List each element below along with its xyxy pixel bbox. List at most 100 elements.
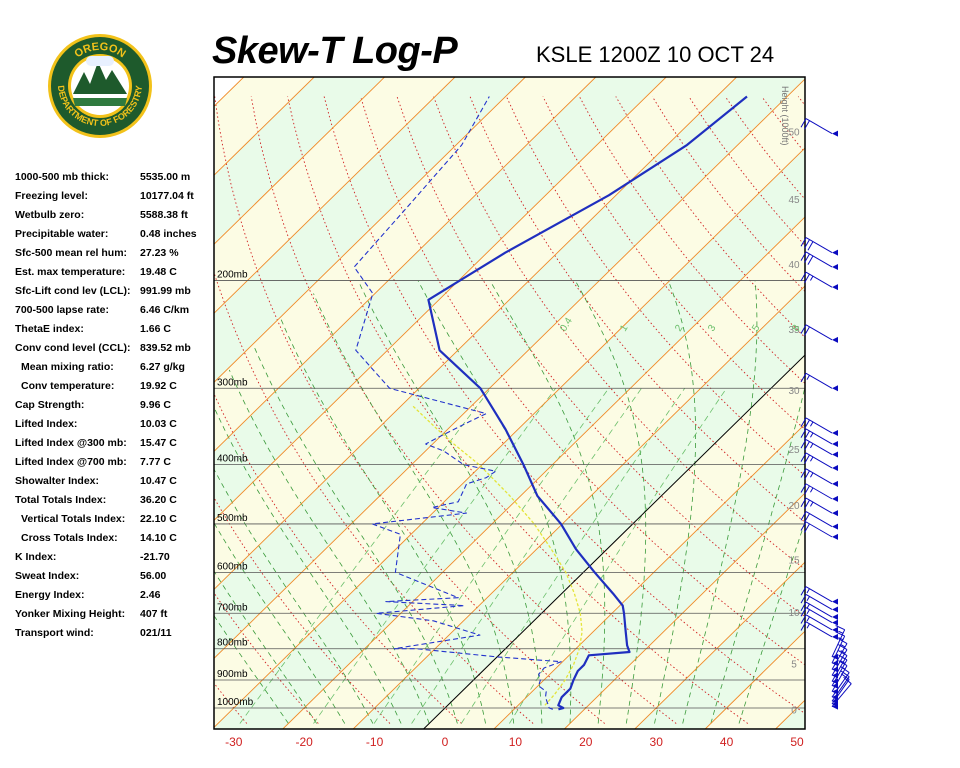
wind-barb-tip (832, 660, 838, 667)
wind-barb-staff (805, 614, 833, 631)
dry-adiabat (214, 96, 605, 724)
wind-barb-feather (800, 271, 807, 282)
stat-label: 1000-500 mb thick: (15, 171, 109, 183)
chart-labels: -30 -20 -10 0 10 20 30 40 501000mb900mb800mb700m… (217, 86, 804, 749)
wind-barb-feather (804, 326, 810, 336)
stat-label: Sweat Index: (15, 570, 80, 582)
stat-value: 6.27 g/kg (140, 361, 185, 373)
pressure-label: 800mb (217, 638, 248, 649)
wind-barb (800, 607, 838, 626)
wind-barb-feather (804, 470, 810, 480)
stat-value: 14.10 C (140, 532, 177, 544)
wind-barb-staff (805, 372, 833, 389)
stat-label: Conv temperature: (21, 380, 115, 392)
wind-barb-staff (831, 655, 848, 682)
pressure-label: 1000mb (217, 697, 254, 708)
dry-adiabat (360, 96, 805, 666)
parcel-trace (411, 404, 583, 706)
logo-top-text: OREGON (72, 41, 127, 61)
isotherm (282, 216, 805, 729)
stat-row: Conv cond level (CCL): 839.52 mb (15, 339, 215, 358)
moist-adiabat (228, 369, 430, 724)
station-time-subtitle: KSLE 1200Z 10 OCT 24 (536, 42, 775, 67)
wind-barb-half-feather (806, 375, 810, 380)
height-tick-label: 30 (788, 386, 800, 397)
wind-barb-feather (804, 253, 810, 263)
wind-barb-tip (832, 480, 838, 487)
wind-barb-tip (832, 682, 838, 689)
wind-barb (800, 497, 838, 517)
height-tick-label: 50 (788, 127, 800, 138)
x-tick-label: 50 (790, 735, 804, 749)
stat-value: 0.48 inches (140, 228, 197, 240)
stat-label: Energy Index: (15, 589, 85, 601)
isotherm (214, 77, 526, 383)
isotherm (214, 77, 385, 245)
svg-text:OREGON: OREGON (72, 41, 127, 61)
mixing-ratio-line (411, 388, 642, 724)
wind-barb-feather (800, 601, 807, 611)
wind-barb-feather (807, 255, 814, 265)
wind-barb-tip (832, 614, 838, 621)
stat-value: 6.46 C/km (140, 304, 190, 316)
wind-barb-staff (805, 237, 833, 254)
wind-barb-feather (804, 430, 810, 440)
wind-barb-staff (805, 251, 833, 268)
wind-barb (800, 439, 838, 458)
stat-label: K Index: (15, 551, 57, 563)
stat-label: Conv cond level (CCL): (15, 342, 131, 354)
wind-barb-staff (805, 324, 833, 341)
wind-barb-feather (835, 631, 845, 637)
wind-barb-staff (805, 607, 833, 624)
mixing-ratio-label: 1 (618, 323, 631, 334)
stat-row: ThetaE index: 1.66 C (15, 320, 215, 339)
stat-label: Lifted Index @700 mb: (15, 456, 127, 468)
wind-barb-tip (832, 510, 838, 517)
wind-barb-staff (805, 468, 833, 485)
wind-barb-feather (807, 241, 814, 251)
isotherm (214, 77, 597, 452)
wind-barb-tip (832, 672, 838, 679)
stat-row: 700-500 lapse rate: 6.46 C/km (15, 301, 215, 320)
moist-adiabat (654, 280, 696, 724)
wind-barb-feather (800, 521, 807, 531)
x-tick-label: -30 (225, 735, 243, 749)
pressure-label: 600mb (217, 561, 248, 572)
moist-adiabat (214, 615, 289, 724)
stat-value: 19.48 C (140, 266, 177, 278)
wind-barb-tip (832, 284, 838, 291)
stat-label: Cap Strength: (15, 399, 85, 411)
x-tick-label: 40 (720, 735, 734, 749)
isotherm (493, 423, 805, 729)
mixing-ratio-label: 5 (750, 323, 763, 334)
wind-barb-tip (832, 336, 838, 343)
pressure-label: 400mb (217, 454, 248, 465)
wind-barb-half-feather (806, 588, 810, 594)
wind-barb-feather (800, 594, 807, 604)
wind-barb-half-feather (810, 432, 814, 438)
height-tick-label: 35 (788, 325, 800, 336)
wind-barb-tip (832, 678, 838, 685)
stat-label: 700-500 lapse rate: (15, 304, 109, 316)
x-tick-label: 30 (650, 735, 664, 749)
wind-barb-staff (805, 586, 833, 603)
wind-barb-feather (800, 417, 807, 427)
wind-barbs (800, 118, 852, 710)
stat-row: Vertical Totals Index: 22.10 C (15, 510, 215, 529)
stat-row: 1000-500 mb thick: 5535.00 m (15, 168, 215, 187)
stat-row: Transport wind: 021/11 (15, 624, 215, 643)
stat-value: 991.99 mb (140, 285, 191, 297)
temperature-bands (214, 77, 805, 729)
wind-barb (800, 521, 838, 540)
dry-adiabat (797, 96, 805, 106)
wind-barb-staff (805, 439, 833, 455)
wind-barb-staff (831, 649, 848, 676)
pressure-label: 500mb (217, 513, 248, 524)
isotherm (564, 492, 805, 729)
wind-barb-feather (804, 120, 810, 130)
wind-barb (800, 118, 838, 137)
height-tick-label: 45 (788, 195, 800, 206)
dry-adiabat (542, 96, 805, 430)
stat-row: Total Totals Index: 36.20 C (15, 491, 215, 510)
pressure-label: 700mb (217, 602, 248, 613)
